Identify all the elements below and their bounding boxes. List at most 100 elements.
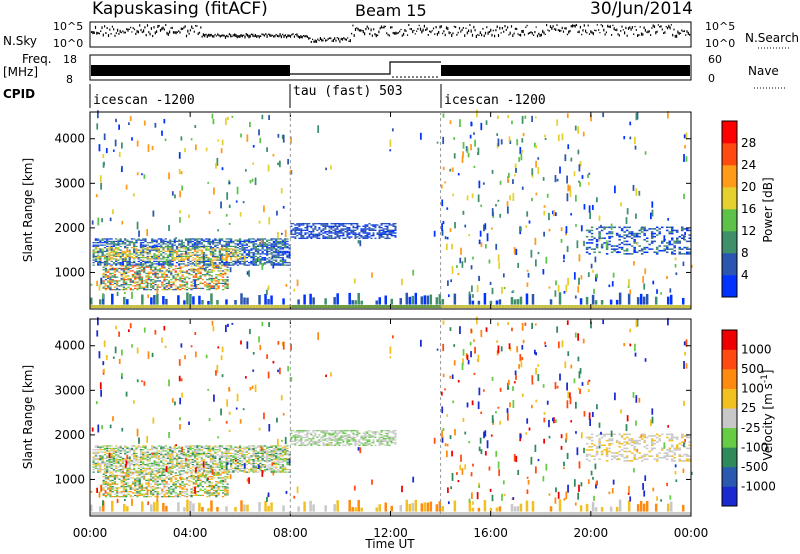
power-cell xyxy=(161,272,164,275)
nsky-sample xyxy=(400,28,402,31)
power-cell xyxy=(618,251,621,254)
velocity-cell xyxy=(130,462,134,465)
power-cell xyxy=(680,228,684,230)
velocity-cell xyxy=(423,511,427,516)
power-cell xyxy=(130,264,134,266)
power-cell xyxy=(179,280,182,282)
power-cell xyxy=(169,239,172,241)
power-cell xyxy=(569,189,572,198)
velocity-cell xyxy=(214,452,217,455)
power-cell xyxy=(224,279,227,281)
power-cell xyxy=(246,271,249,275)
power-cell xyxy=(203,274,207,276)
nsky-sample xyxy=(331,40,333,42)
power-cell xyxy=(588,253,591,255)
power-cell xyxy=(94,259,98,261)
velocity-cell xyxy=(117,446,120,448)
velocity-cell xyxy=(155,449,158,451)
velocity-cell xyxy=(142,466,145,468)
power-cell xyxy=(117,253,120,255)
power-cell xyxy=(223,262,226,264)
power-cell xyxy=(146,257,149,259)
velocity-cell xyxy=(108,470,111,472)
power-cell xyxy=(322,225,325,227)
velocity-cell xyxy=(101,451,104,453)
power-cell xyxy=(310,237,313,240)
velocity-cell xyxy=(173,457,176,460)
power-cell xyxy=(668,226,671,229)
power-cell xyxy=(107,271,110,273)
power-cell xyxy=(145,289,148,291)
power-cell xyxy=(241,254,244,256)
power-cell xyxy=(340,229,343,232)
power-cell xyxy=(214,249,217,251)
power-cell xyxy=(209,258,212,260)
power-cell xyxy=(101,239,104,241)
power-cell xyxy=(215,265,218,267)
power-cell xyxy=(128,264,131,266)
power-cell xyxy=(346,232,349,234)
power-cell xyxy=(194,276,198,278)
nsky-sample xyxy=(384,25,386,28)
power-cell xyxy=(392,229,395,232)
power-cell xyxy=(127,266,130,268)
power-cell xyxy=(212,279,216,281)
power-cell xyxy=(182,258,185,260)
nsky-sample xyxy=(491,33,493,37)
velocity-cell xyxy=(166,449,170,451)
power-cell xyxy=(188,277,191,280)
power-cell xyxy=(477,304,481,309)
power-cell xyxy=(574,295,577,299)
power-cell xyxy=(598,231,601,233)
power-cell xyxy=(250,260,253,263)
nsky-sample xyxy=(180,27,182,31)
power-cell xyxy=(183,277,186,280)
power-cell xyxy=(259,137,262,144)
power-cell xyxy=(122,272,126,275)
power-cell xyxy=(109,265,112,267)
velocity-cell xyxy=(110,455,113,457)
nsky-sample xyxy=(534,31,536,34)
velocity-cell xyxy=(426,502,430,512)
power-cell xyxy=(245,240,249,243)
power-cell xyxy=(106,239,109,241)
power-cell xyxy=(610,231,614,233)
velocity-cell xyxy=(157,462,161,465)
power-cell xyxy=(216,257,219,259)
velocity-cell xyxy=(214,446,217,448)
power-cell xyxy=(214,263,217,265)
power-cell xyxy=(197,270,200,272)
power-cell xyxy=(224,284,227,286)
power-cell xyxy=(296,232,299,234)
power-cell xyxy=(122,284,126,286)
power-cell xyxy=(484,244,487,249)
power-cell xyxy=(166,245,170,248)
power-cell xyxy=(181,271,184,273)
power-cell xyxy=(380,226,383,229)
power-cell xyxy=(346,233,349,236)
velocity-cell xyxy=(300,511,304,516)
nsky-sample xyxy=(192,27,194,30)
power-cell xyxy=(139,254,143,256)
nsky-sample xyxy=(568,30,570,34)
colorbar-swatch xyxy=(722,121,737,144)
power-cell xyxy=(219,272,222,275)
power-cell xyxy=(227,254,230,256)
power-cell xyxy=(330,235,333,237)
power-cell xyxy=(201,269,204,271)
power-cell xyxy=(268,248,271,250)
power-cell xyxy=(336,232,339,234)
power-cell xyxy=(316,237,319,240)
power-cell xyxy=(128,255,131,258)
power-cell xyxy=(210,269,213,271)
power-cell xyxy=(598,251,601,254)
power-cell xyxy=(140,276,144,278)
power-cell xyxy=(209,254,212,256)
power-cell xyxy=(242,201,245,204)
power-cell xyxy=(103,247,107,249)
nsky-sample xyxy=(283,35,285,39)
power-cell xyxy=(143,267,146,270)
power-cell xyxy=(142,249,145,251)
power-cell xyxy=(300,231,303,233)
power-cell xyxy=(166,247,170,249)
